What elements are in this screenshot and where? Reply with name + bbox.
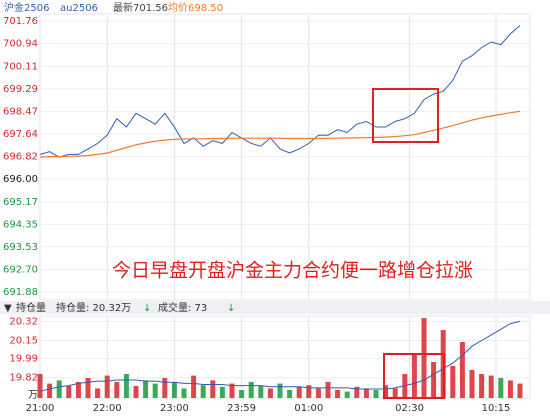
volume-bar — [325, 382, 331, 398]
volume-bar — [354, 386, 360, 398]
volume-bar — [95, 388, 101, 398]
volume-bar — [143, 380, 149, 398]
volume-bar — [383, 385, 389, 398]
volume-bar — [277, 383, 283, 398]
y-tick-label: 699.29 — [3, 84, 38, 95]
volume-header — [0, 301, 550, 314]
volume-bar — [66, 386, 72, 398]
volume-bar — [56, 380, 62, 398]
volume-bar — [363, 388, 369, 398]
x-tick-label: 02:30 — [395, 403, 424, 414]
symbol-name: 沪金2506 — [4, 1, 49, 14]
volume-bar — [479, 374, 485, 398]
volume-bar — [498, 378, 504, 398]
volume-bar — [47, 383, 53, 398]
marks: 701.76 700.94 700.11 699.29 698.47 697.64 696.… — [3, 14, 530, 414]
volume-bar — [37, 374, 43, 398]
x-tick-label: 10:15 — [482, 403, 511, 414]
volume-bar — [459, 342, 465, 398]
oi-label: 持仓量: 20.32万 — [56, 301, 131, 314]
volume-bar — [344, 391, 350, 398]
y-tick-label: 698.47 — [3, 106, 38, 117]
volume-bar — [517, 383, 523, 398]
volume-bar — [450, 366, 456, 398]
x-tick-label: 21:00 — [26, 403, 55, 414]
collapse-icon[interactable]: ▼ — [4, 303, 12, 314]
highlight-box — [383, 353, 445, 399]
volume-bar — [191, 375, 197, 398]
y-tick-label: 691.88 — [3, 287, 38, 298]
volume-bar — [181, 388, 187, 398]
volume-bar — [123, 374, 129, 398]
volume-bar — [315, 388, 321, 398]
annotation: 今日早盘开盘沪金主力合约便一路增仓拉涨 — [112, 260, 473, 282]
unit-label: 万 — [28, 390, 38, 401]
volume-bar — [75, 382, 81, 398]
volume-bar — [152, 383, 158, 398]
volume-bar — [200, 385, 206, 398]
y-tick-label: 20.32 — [9, 316, 38, 327]
volume-bar — [411, 354, 417, 398]
y-tick-label: 695.17 — [3, 197, 38, 208]
y-tick-label: 697.64 — [3, 129, 38, 140]
y-tick-label: 19.99 — [9, 354, 38, 365]
volume-bar — [392, 388, 398, 398]
average-line — [39, 110, 521, 158]
volume-bar — [219, 386, 225, 398]
volume-bar — [229, 383, 235, 398]
volume-bar — [335, 390, 341, 398]
volume-label: 成交量: 73 — [158, 301, 207, 314]
volume-bar — [267, 388, 273, 398]
oi-trend: ↓ — [143, 303, 151, 314]
volume-bar — [171, 382, 177, 398]
volume-bar — [85, 378, 91, 398]
volume-bar — [248, 382, 254, 398]
y-tick-label: 694.35 — [3, 219, 38, 230]
y-tick-label: 700.94 — [3, 39, 38, 50]
volume-bar — [296, 386, 302, 398]
latest-price: 最新701.56 — [113, 1, 168, 14]
volume-bar — [258, 386, 264, 398]
y-tick-label: 693.53 — [3, 242, 38, 253]
volume-bar — [133, 386, 139, 398]
volume-bar — [162, 378, 168, 398]
y-tick-label: 701.76 — [3, 16, 38, 27]
volume-bar — [114, 382, 120, 398]
open-interest-line — [39, 320, 521, 392]
y-tick-label: 19.82 — [9, 373, 38, 384]
average-price: 均价698.50 — [168, 2, 223, 14]
volume-bar — [104, 375, 110, 398]
x-tick-label: 01:00 — [294, 403, 323, 414]
panel-title: 持仓量 — [16, 301, 46, 314]
volume-bar — [239, 390, 245, 398]
volume-bar — [469, 370, 475, 398]
volume-bar — [287, 390, 293, 398]
y-tick-label: 692.70 — [3, 265, 38, 276]
x-tick-label: 22:00 — [93, 403, 122, 414]
highlight-box — [372, 88, 439, 143]
y-tick-label: 696.00 — [3, 174, 38, 185]
volume-bar — [373, 390, 379, 398]
y-tick-label: 700.11 — [3, 61, 38, 72]
volume-bar — [421, 318, 427, 398]
x-tick-label: 23:59 — [227, 403, 256, 414]
volume-bar — [210, 380, 216, 398]
volume-bar — [306, 385, 312, 398]
volume-bar — [431, 362, 437, 398]
x-tick-label: 23:00 — [160, 403, 189, 414]
price-line — [39, 25, 521, 158]
volume-trend: ↓ — [227, 303, 235, 314]
symbol-code: au2506 — [60, 3, 98, 14]
y-tick-label: 20.15 — [9, 336, 38, 347]
y-tick-label: 696.82 — [3, 152, 38, 163]
volume-bar — [488, 375, 494, 398]
volume-bar — [507, 380, 513, 398]
